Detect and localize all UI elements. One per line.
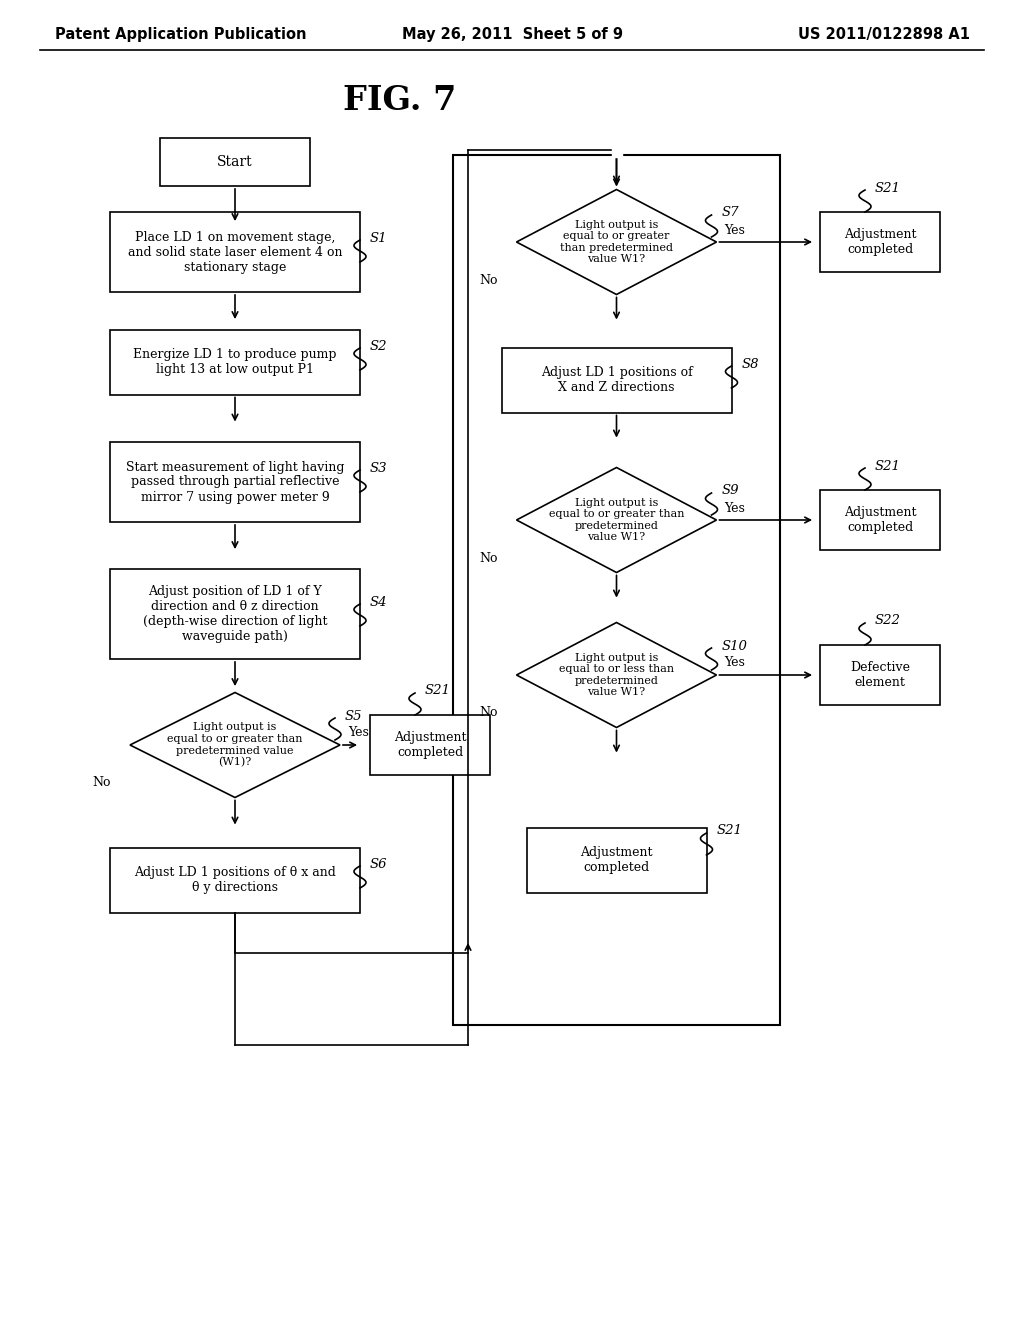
Text: Yes: Yes xyxy=(725,223,745,236)
Text: Yes: Yes xyxy=(348,726,369,739)
Text: S5: S5 xyxy=(345,710,362,722)
Bar xyxy=(611,137,622,157)
Text: Adjust LD 1 positions of θ x and
θ y directions: Adjust LD 1 positions of θ x and θ y dir… xyxy=(134,866,336,894)
Bar xyxy=(160,139,310,186)
Text: Start measurement of light having
passed through partial reflective
mirror 7 usi: Start measurement of light having passed… xyxy=(126,461,344,503)
Polygon shape xyxy=(516,190,717,294)
Bar xyxy=(110,213,360,292)
Text: No: No xyxy=(479,706,498,719)
Text: No: No xyxy=(479,552,498,565)
Text: Start: Start xyxy=(217,154,253,169)
Text: S8: S8 xyxy=(741,358,759,371)
Polygon shape xyxy=(130,693,340,797)
Text: S10: S10 xyxy=(722,639,748,652)
Text: S21: S21 xyxy=(874,181,901,194)
Text: FIG. 7: FIG. 7 xyxy=(343,83,457,116)
Text: Light output is
equal to or greater
than predetermined
value W1?: Light output is equal to or greater than… xyxy=(560,219,673,264)
Bar xyxy=(453,154,780,1026)
Text: No: No xyxy=(479,273,498,286)
Text: Adjustment
completed: Adjustment completed xyxy=(844,506,916,535)
Text: S4: S4 xyxy=(370,595,387,609)
Bar xyxy=(502,347,731,412)
Bar xyxy=(110,569,360,659)
Bar xyxy=(110,847,360,912)
Text: S21: S21 xyxy=(874,459,901,473)
Text: Patent Application Publication: Patent Application Publication xyxy=(55,28,306,42)
Polygon shape xyxy=(516,467,717,573)
Text: Place LD 1 on movement stage,
and solid state laser element 4 on
stationary stag: Place LD 1 on movement stage, and solid … xyxy=(128,231,342,273)
Bar xyxy=(370,715,490,775)
Text: Light output is
equal to or less than
predetermined
value W1?: Light output is equal to or less than pr… xyxy=(559,652,674,697)
Text: No: No xyxy=(93,776,112,789)
Bar xyxy=(110,442,360,521)
Text: Defective
element: Defective element xyxy=(850,661,910,689)
Bar xyxy=(526,828,707,892)
Text: May 26, 2011  Sheet 5 of 9: May 26, 2011 Sheet 5 of 9 xyxy=(401,28,623,42)
Bar xyxy=(820,490,940,550)
Text: S2: S2 xyxy=(370,339,387,352)
Text: S3: S3 xyxy=(370,462,387,474)
Text: S7: S7 xyxy=(722,206,739,219)
Polygon shape xyxy=(516,623,717,727)
Text: S21: S21 xyxy=(425,685,451,697)
Text: Energize LD 1 to produce pump
light 13 at low output P1: Energize LD 1 to produce pump light 13 a… xyxy=(133,348,337,376)
Text: Adjust LD 1 positions of
X and Z directions: Adjust LD 1 positions of X and Z directi… xyxy=(541,366,692,393)
Text: Light output is
equal to or greater than
predetermined value
(W1)?: Light output is equal to or greater than… xyxy=(167,722,303,768)
Text: S22: S22 xyxy=(874,615,901,627)
Text: Adjustment
completed: Adjustment completed xyxy=(581,846,652,874)
Text: Yes: Yes xyxy=(725,502,745,515)
Text: S21: S21 xyxy=(717,825,742,837)
Text: S1: S1 xyxy=(370,231,387,244)
Text: Light output is
equal to or greater than
predetermined
value W1?: Light output is equal to or greater than… xyxy=(549,498,684,543)
Text: US 2011/0122898 A1: US 2011/0122898 A1 xyxy=(798,28,970,42)
Bar xyxy=(820,645,940,705)
Text: S6: S6 xyxy=(370,858,387,870)
Text: Adjustment
completed: Adjustment completed xyxy=(844,228,916,256)
Text: Adjust position of LD 1 of Y
direction and θ z direction
(depth-wise direction o: Adjust position of LD 1 of Y direction a… xyxy=(142,585,328,643)
Text: Adjustment
completed: Adjustment completed xyxy=(394,731,466,759)
Bar xyxy=(110,330,360,395)
Text: Yes: Yes xyxy=(725,656,745,669)
Bar xyxy=(820,213,940,272)
Text: S9: S9 xyxy=(722,484,739,498)
